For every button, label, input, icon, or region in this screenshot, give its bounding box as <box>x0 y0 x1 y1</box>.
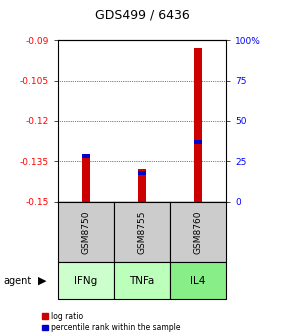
Text: GSM8755: GSM8755 <box>137 210 147 254</box>
FancyBboxPatch shape <box>114 262 170 299</box>
Bar <box>82 156 90 202</box>
Text: IFNg: IFNg <box>75 276 98 286</box>
Text: TNFa: TNFa <box>129 276 155 286</box>
Bar <box>194 140 202 144</box>
Bar <box>194 48 202 202</box>
Text: IL4: IL4 <box>191 276 206 286</box>
Text: GDS499 / 6436: GDS499 / 6436 <box>95 9 189 22</box>
Text: GSM8750: GSM8750 <box>81 210 90 254</box>
Text: agent: agent <box>3 276 31 286</box>
FancyBboxPatch shape <box>58 202 114 262</box>
FancyBboxPatch shape <box>58 262 114 299</box>
Bar <box>82 155 90 159</box>
FancyBboxPatch shape <box>170 202 226 262</box>
Text: GSM8760: GSM8760 <box>194 210 203 254</box>
Legend: log ratio, percentile rank within the sample: log ratio, percentile rank within the sa… <box>41 312 180 332</box>
Bar <box>138 171 146 175</box>
FancyBboxPatch shape <box>114 202 170 262</box>
FancyBboxPatch shape <box>170 262 226 299</box>
Text: ▶: ▶ <box>38 276 46 286</box>
Bar <box>138 169 146 202</box>
